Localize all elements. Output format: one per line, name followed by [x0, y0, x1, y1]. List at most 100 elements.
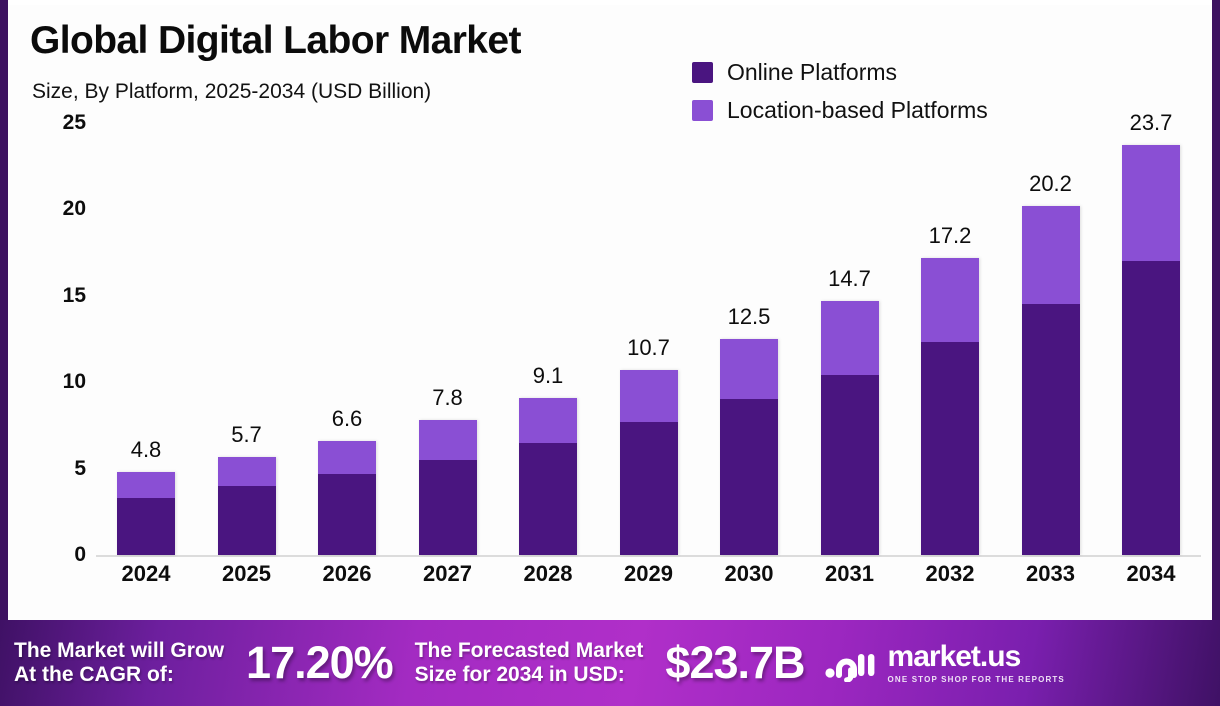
forecast-label-line1: The Forecasted Market [414, 639, 644, 663]
bar-group[interactable]: 14.7 [800, 123, 900, 555]
bar-segment-location-based-platforms[interactable] [820, 301, 879, 376]
bar-stack[interactable] [921, 257, 979, 555]
y-axis-tick-label: 0 [74, 543, 86, 566]
bar-stack[interactable] [820, 301, 879, 555]
x-axis-tick-label: 2025 [222, 561, 271, 586]
bar-segment-location-based-platforms[interactable] [519, 397, 577, 443]
bar-total-label: 14.7 [828, 265, 871, 291]
x-axis-tick-label: 2031 [825, 561, 874, 586]
logo-tagline: ONE STOP SHOP FOR THE REPORTS [887, 675, 1065, 684]
cagr-label-line1: The Market will Grow [14, 639, 225, 663]
legend-label: Online Platforms [727, 58, 898, 85]
plot-area: 0 5 10 15 20 25 4.8 5.7 6.6 7.8 9.1 10.7 12.5 14.7 17… [63, 110, 1201, 566]
bar-segment-online-platforms[interactable] [519, 442, 577, 555]
forecast-value: $23.7B [665, 637, 805, 688]
bar-segment-location-based-platforms[interactable] [720, 339, 778, 400]
cagr-value: 17.20% [246, 637, 394, 688]
legend-swatch-icon [692, 61, 713, 83]
bar-stack[interactable] [519, 397, 577, 555]
legend-label: Location-based Platforms [727, 96, 988, 123]
frame-top-edge [0, 0, 1220, 5]
bar-segment-location-based-platforms[interactable] [619, 370, 678, 422]
bar-series-container: 4.8 5.7 6.6 7.8 9.1 10.7 12.5 14.7 17.2 20.2 23.7 [96, 110, 1201, 555]
bar-segment-online-platforms[interactable] [1021, 304, 1080, 555]
x-axis-tick-label: 2030 [724, 561, 774, 586]
bar-total-label: 20.2 [1029, 170, 1072, 196]
x-axis-tick-label: 2034 [1126, 561, 1176, 586]
bar-total-label: 7.8 [432, 385, 463, 411]
legend-item-location-based-platforms: Location-based Platforms [692, 91, 988, 129]
bar-stack[interactable] [418, 420, 477, 555]
market-us-logo-text: market.us ONE STOP SHOP FOR THE REPORTS [887, 640, 1065, 685]
legend-item-online-platforms: Online Platforms [692, 53, 988, 91]
bar-group[interactable]: 5.7 [197, 123, 297, 555]
frame-right-edge [1212, 0, 1220, 620]
bar-group[interactable]: 6.6 [297, 123, 397, 555]
summary-banner: The Market will Grow At the CAGR of: 17.… [0, 620, 1220, 706]
frame-left-edge [0, 0, 8, 620]
page-subtitle: Size, By Platform, 2025-2034 (USD Billio… [32, 80, 432, 103]
bar-segment-online-platforms[interactable] [820, 375, 879, 555]
bar-segment-online-platforms[interactable] [921, 342, 979, 555]
y-axis-tick-label: 15 [62, 283, 86, 307]
bar-segment-online-platforms[interactable] [720, 399, 778, 555]
x-axis-tick-label: 2026 [322, 561, 372, 586]
market-us-logo-mark-icon [824, 654, 874, 682]
bar-stack[interactable] [1021, 205, 1080, 555]
bar-stack[interactable] [619, 370, 678, 555]
bar-stack[interactable] [318, 440, 376, 555]
forecast-label-line2: Size for 2034 in USD: [414, 663, 625, 686]
bar-total-label: 6.6 [331, 405, 363, 431]
legend-swatch-icon [692, 99, 713, 121]
market-us-logo[interactable]: market.us ONE STOP SHOP FOR THE REPORTS [824, 640, 1065, 685]
bar-segment-online-platforms[interactable] [418, 459, 477, 555]
bar-group[interactable]: 20.2 [1001, 123, 1101, 555]
bar-segment-location-based-platforms[interactable] [1122, 145, 1180, 262]
y-axis-tick-label: 5 [74, 456, 86, 480]
bar-stack[interactable] [217, 456, 276, 555]
y-axis-tick-label: 25 [62, 111, 86, 134]
bar-stack[interactable] [1122, 145, 1180, 555]
x-axis-tick-label: 2024 [121, 561, 171, 586]
bar-total-label: 9.1 [532, 362, 564, 388]
bar-total-label: 10.7 [627, 335, 670, 361]
chart-legend: Online Platforms Location-based Platform… [692, 53, 988, 129]
page-title: Global Digital Labor Market [30, 19, 521, 62]
x-axis-tick-label: 2029 [624, 561, 673, 586]
bar-stack[interactable] [720, 339, 778, 555]
x-axis: 2024 2025 2026 2027 2028 2029 2030 2031 2032 2033… [96, 561, 1201, 587]
bar-stack[interactable] [117, 472, 175, 555]
logo-wordmark: market.us [887, 640, 1022, 673]
x-axis-tick-label: 2028 [523, 561, 573, 586]
bar-total-label: 4.8 [130, 437, 162, 463]
bar-group[interactable]: 17.2 [900, 123, 1000, 555]
y-axis-tick-label: 20 [62, 197, 86, 221]
x-axis-line [96, 555, 1201, 557]
bar-group[interactable]: 4.8 [96, 123, 196, 555]
bar-group[interactable]: 10.7 [599, 123, 699, 555]
bar-segment-location-based-platforms[interactable] [217, 456, 276, 486]
bar-segment-location-based-platforms[interactable] [117, 472, 175, 498]
bar-group[interactable]: 12.5 [699, 123, 799, 555]
bar-segment-online-platforms[interactable] [1122, 261, 1180, 555]
bar-group[interactable]: 7.8 [398, 123, 498, 555]
x-axis-tick-label: 2033 [1026, 561, 1075, 586]
bar-total-label: 17.2 [928, 222, 972, 248]
y-axis-tick-label: 10 [62, 370, 86, 394]
bar-total-label: 12.5 [727, 304, 771, 329]
bar-segment-location-based-platforms[interactable] [418, 420, 477, 460]
cagr-label: The Market will Grow At the CAGR of: [14, 639, 224, 686]
x-axis-tick-label: 2027 [423, 561, 472, 586]
bar-segment-location-based-platforms[interactable] [1021, 205, 1080, 305]
bar-segment-online-platforms[interactable] [619, 421, 678, 555]
bar-group[interactable]: 23.7 [1101, 110, 1201, 555]
bar-segment-online-platforms[interactable] [117, 497, 175, 555]
bar-segment-location-based-platforms[interactable] [921, 257, 979, 343]
bar-segment-online-platforms[interactable] [318, 473, 376, 555]
bar-segment-location-based-platforms[interactable] [318, 440, 376, 474]
y-axis: 0 5 10 15 20 25 [34, 111, 86, 566]
bar-total-label: 5.7 [231, 421, 262, 447]
bar-group[interactable]: 9.1 [498, 123, 598, 555]
bar-segment-online-platforms[interactable] [217, 485, 276, 555]
